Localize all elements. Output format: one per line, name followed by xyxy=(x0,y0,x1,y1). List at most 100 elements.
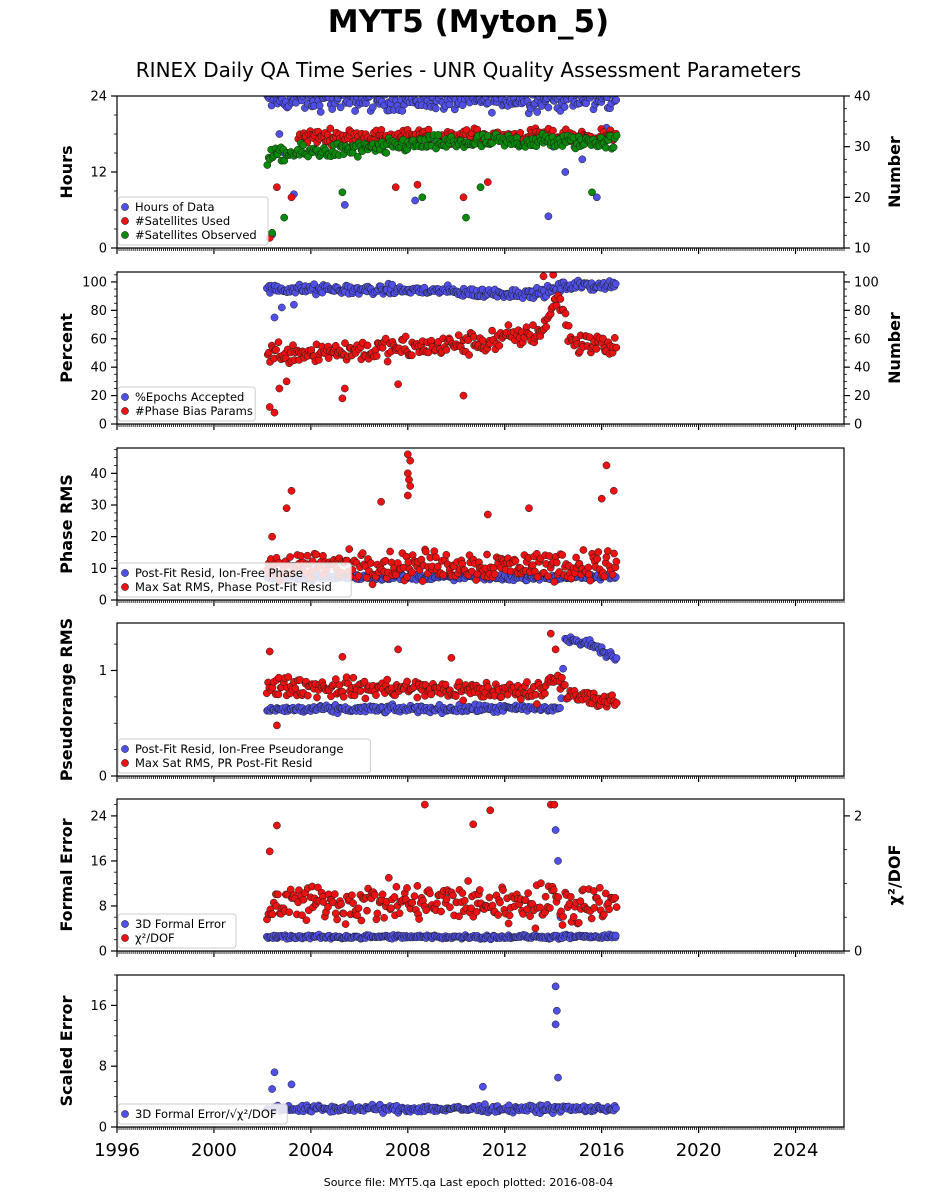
data-point xyxy=(274,338,283,347)
data-point-outlier xyxy=(287,486,296,495)
y-axis-label: Hours xyxy=(57,145,76,198)
data-point xyxy=(330,890,339,898)
data-point-outlier xyxy=(277,303,286,312)
chart-subtitle: RINEX Daily QA Time Series - UNR Quality… xyxy=(135,58,802,82)
data-point xyxy=(549,126,557,135)
data-point-outlier xyxy=(268,228,276,237)
data-points xyxy=(262,629,621,730)
chart-title: MYT5 (Myton_5) xyxy=(327,4,610,40)
data-point-outlier xyxy=(592,193,601,202)
data-point-outlier xyxy=(391,183,400,192)
data-point xyxy=(442,550,451,559)
series-red xyxy=(263,800,621,933)
data-point xyxy=(612,903,621,911)
data-point xyxy=(383,357,392,366)
y-tick-label: 60 xyxy=(90,332,107,347)
legend-marker xyxy=(121,583,129,591)
data-point-outlier xyxy=(403,491,412,500)
legend-label: Post-Fit Resid, Ion-Free Phase xyxy=(135,566,303,580)
data-point xyxy=(437,96,445,100)
data-point-outlier xyxy=(394,380,402,389)
data-point xyxy=(342,673,351,682)
data-point xyxy=(612,654,621,662)
data-point xyxy=(413,882,422,890)
data-point xyxy=(558,921,567,929)
data-point xyxy=(569,913,578,921)
data-point-outlier xyxy=(405,475,413,484)
data-point xyxy=(289,341,297,350)
data-point xyxy=(511,556,520,565)
data-point xyxy=(460,896,469,905)
data-point xyxy=(522,96,530,99)
data-point-outlier xyxy=(546,629,555,638)
data-point xyxy=(354,571,363,580)
data-point xyxy=(345,545,354,553)
data-point xyxy=(285,908,294,917)
data-point-outlier xyxy=(459,193,468,202)
data-point xyxy=(434,131,442,139)
data-point xyxy=(495,341,504,350)
data-point xyxy=(368,580,377,589)
data-point xyxy=(504,919,513,928)
data-point xyxy=(439,571,448,579)
data-point xyxy=(341,920,350,928)
data-point xyxy=(610,334,619,342)
data-point xyxy=(422,906,431,915)
data-point-outlier xyxy=(273,721,281,730)
y-right-tick-label: 40 xyxy=(854,361,871,376)
data-point xyxy=(339,692,348,701)
legend-label: Hours of Data xyxy=(135,200,215,214)
panel-2: 0 20 40 60 80 100 0 20 40 60 80 100 Number Percent %Ep… xyxy=(57,271,904,433)
data-point xyxy=(395,909,404,918)
data-point xyxy=(316,108,325,116)
data-point xyxy=(387,904,395,913)
data-point-outlier xyxy=(270,313,279,322)
data-point xyxy=(361,694,370,703)
data-point-outlier xyxy=(554,857,562,865)
data-point-outlier xyxy=(275,130,284,138)
data-point xyxy=(523,678,531,686)
y-tick-label: 30 xyxy=(90,499,107,514)
data-point xyxy=(529,321,537,329)
data-point xyxy=(398,107,407,115)
data-point xyxy=(505,911,514,920)
data-point xyxy=(427,690,436,699)
y-tick-label: 12 xyxy=(90,166,107,181)
data-point-outlier xyxy=(406,456,415,465)
data-point xyxy=(611,931,620,940)
data-point-outlier xyxy=(588,188,596,197)
data-point xyxy=(612,343,621,352)
data-point xyxy=(592,345,601,353)
data-point xyxy=(541,689,549,698)
data-point-outlier xyxy=(544,212,553,221)
legend: Post-Fit Resid, Ion-Free PseudorangeMax … xyxy=(117,738,371,774)
data-point xyxy=(558,673,566,682)
data-point xyxy=(605,905,613,914)
data-point xyxy=(504,321,513,329)
data-point-outlier xyxy=(483,178,492,186)
data-point-outlier xyxy=(290,300,298,309)
data-point xyxy=(408,898,417,907)
data-point-outlier xyxy=(338,394,347,403)
data-point-outlier xyxy=(403,469,412,478)
data-point xyxy=(451,692,460,700)
data-point xyxy=(324,354,333,362)
y-tick-label: 80 xyxy=(90,304,107,319)
y-right-tick-label: 100 xyxy=(854,275,879,290)
x-ticks xyxy=(116,600,845,606)
data-point xyxy=(542,323,551,331)
data-point xyxy=(315,101,324,110)
data-point xyxy=(559,912,567,921)
y-axis-label: Phase RMS xyxy=(57,474,76,574)
data-point xyxy=(408,568,416,577)
legend: Hours of Data#Satellites Used#Satellites… xyxy=(117,196,269,246)
data-point xyxy=(612,699,621,707)
data-point xyxy=(594,548,603,556)
y-tick-label: 24 xyxy=(90,90,107,105)
legend-label: %Epochs Accepted xyxy=(135,390,244,404)
data-point xyxy=(546,904,554,912)
data-point xyxy=(378,890,387,899)
data-point xyxy=(424,125,433,134)
data-point xyxy=(382,149,391,157)
